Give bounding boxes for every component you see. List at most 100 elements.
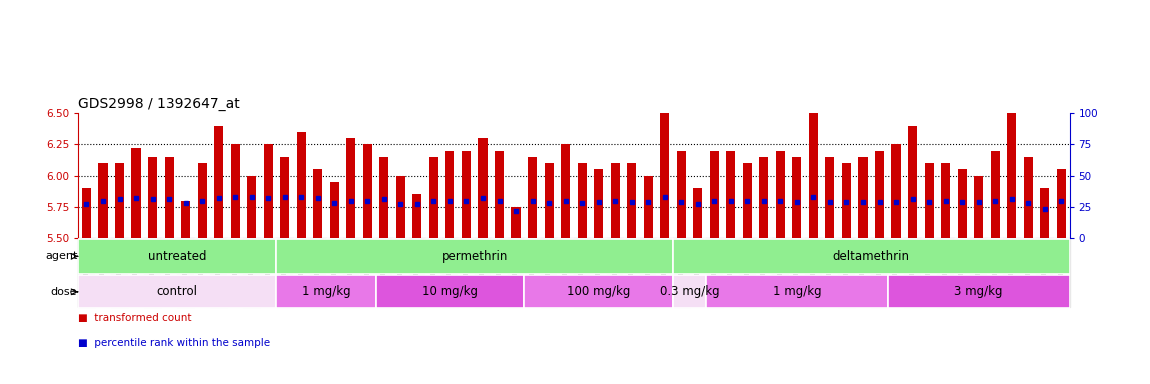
Bar xyxy=(727,151,735,238)
Bar xyxy=(194,238,210,307)
Bar xyxy=(78,238,94,307)
Bar xyxy=(657,238,673,307)
Bar xyxy=(376,238,392,307)
Bar xyxy=(1040,188,1049,238)
Text: 3 mg/kg: 3 mg/kg xyxy=(954,285,1003,298)
Text: ■  percentile rank within the sample: ■ percentile rank within the sample xyxy=(78,338,270,348)
Bar xyxy=(177,238,194,307)
Bar xyxy=(888,238,904,307)
Bar xyxy=(990,151,999,238)
Bar xyxy=(131,148,140,238)
Bar xyxy=(210,238,227,307)
Bar xyxy=(739,238,756,307)
Bar xyxy=(789,238,805,307)
Bar xyxy=(462,151,471,238)
Bar xyxy=(854,238,872,307)
Bar xyxy=(528,157,537,238)
Bar xyxy=(904,238,921,307)
Bar xyxy=(1057,169,1066,238)
Bar xyxy=(82,188,91,238)
Bar xyxy=(227,238,244,307)
Bar xyxy=(346,138,355,238)
Bar xyxy=(544,163,553,238)
Bar xyxy=(78,239,276,274)
Bar xyxy=(822,238,838,307)
Bar xyxy=(561,144,570,238)
Bar xyxy=(426,238,442,307)
Bar xyxy=(376,275,524,308)
Bar xyxy=(1020,238,1036,307)
Bar xyxy=(756,238,772,307)
Bar xyxy=(475,238,491,307)
Bar xyxy=(875,151,884,238)
Bar xyxy=(953,238,971,307)
Text: permethrin: permethrin xyxy=(442,250,508,263)
Bar xyxy=(244,238,260,307)
Bar xyxy=(693,188,703,238)
Bar xyxy=(540,238,558,307)
Bar xyxy=(313,169,322,238)
Bar xyxy=(1053,238,1070,307)
Bar xyxy=(359,238,376,307)
Bar xyxy=(858,157,867,238)
Bar xyxy=(595,169,604,238)
Bar xyxy=(925,163,934,238)
Bar xyxy=(921,238,937,307)
Bar xyxy=(710,151,719,238)
Bar xyxy=(408,238,426,307)
Bar xyxy=(276,238,293,307)
Bar xyxy=(78,275,276,308)
Bar xyxy=(776,151,785,238)
Bar xyxy=(309,238,327,307)
Text: 100 mg/kg: 100 mg/kg xyxy=(567,285,630,298)
Bar xyxy=(627,163,636,238)
Bar xyxy=(281,157,290,238)
Bar xyxy=(644,175,653,238)
Bar xyxy=(826,157,835,238)
Bar xyxy=(558,238,574,307)
Bar xyxy=(343,238,359,307)
Text: deltamethrin: deltamethrin xyxy=(833,250,910,263)
Bar xyxy=(908,126,917,238)
Bar xyxy=(263,144,273,238)
Text: control: control xyxy=(156,285,198,298)
Bar xyxy=(247,175,256,238)
Bar xyxy=(396,175,405,238)
Bar xyxy=(297,132,306,238)
Bar xyxy=(327,238,343,307)
Bar xyxy=(759,157,768,238)
Bar xyxy=(512,207,521,238)
Bar xyxy=(673,275,706,308)
Bar xyxy=(891,144,900,238)
Bar xyxy=(673,238,690,307)
Bar xyxy=(330,182,339,238)
Bar xyxy=(872,238,888,307)
Bar xyxy=(164,157,174,238)
Bar xyxy=(214,126,223,238)
Bar xyxy=(623,238,639,307)
Bar xyxy=(231,144,239,238)
Bar xyxy=(181,200,190,238)
Text: GDS2998 / 1392647_at: GDS2998 / 1392647_at xyxy=(78,97,240,111)
Bar xyxy=(772,238,789,307)
Bar xyxy=(445,151,454,238)
Bar xyxy=(112,238,128,307)
Bar xyxy=(888,275,1070,308)
Bar xyxy=(941,163,950,238)
Bar xyxy=(1004,238,1020,307)
Bar xyxy=(293,238,309,307)
Text: 0.3 mg/kg: 0.3 mg/kg xyxy=(660,285,719,298)
Bar xyxy=(380,157,389,238)
Bar xyxy=(673,239,1070,274)
Bar xyxy=(198,163,207,238)
Bar xyxy=(458,238,475,307)
Bar xyxy=(842,163,851,238)
Bar xyxy=(722,238,739,307)
Bar xyxy=(524,275,673,308)
Bar xyxy=(805,238,822,307)
Bar xyxy=(607,238,623,307)
Bar xyxy=(574,238,590,307)
Bar xyxy=(276,275,376,308)
Bar xyxy=(937,238,953,307)
Text: agent: agent xyxy=(45,251,77,262)
